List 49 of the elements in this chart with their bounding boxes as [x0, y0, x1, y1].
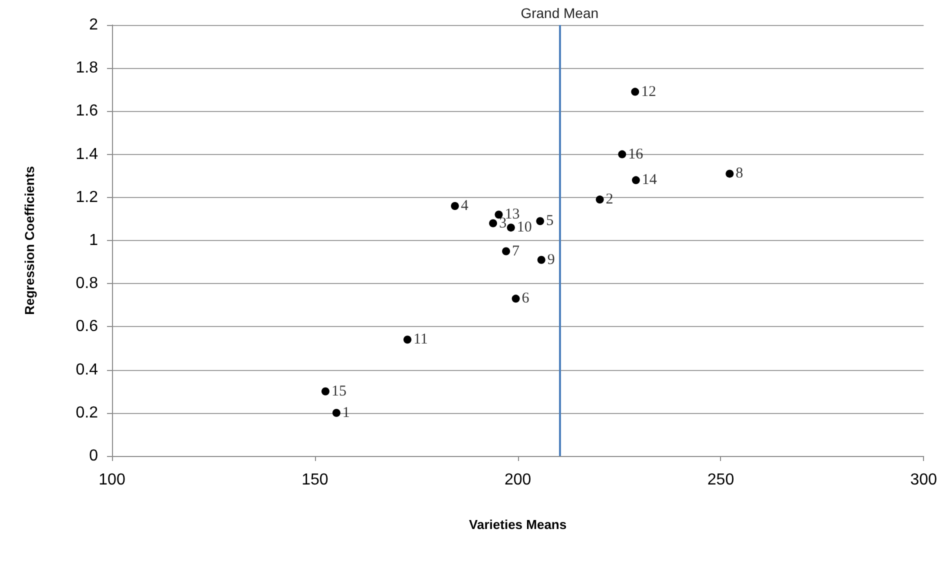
point — [536, 217, 544, 226]
point — [403, 336, 412, 344]
point — [726, 170, 734, 178]
annotation: 3 — [499, 215, 507, 232]
y-tick-label: 1.8 — [76, 60, 98, 77]
point — [537, 256, 546, 264]
point — [502, 247, 510, 256]
point — [321, 387, 330, 396]
y-tick-label: 1.2 — [76, 188, 98, 206]
annotation: 15 — [331, 383, 346, 400]
y-tick-label: 0.6 — [76, 318, 98, 336]
x-tick-label: 150 — [302, 472, 328, 488]
x-tick-label: 250 — [707, 472, 734, 488]
annotation: 2 — [606, 192, 614, 208]
x-tick-label: 200 — [504, 472, 532, 488]
point — [494, 210, 503, 219]
ref-line-label: Grand Mean — [520, 5, 599, 21]
point — [506, 224, 515, 232]
annotation: 8 — [736, 166, 744, 182]
x-tick-label: 300 — [910, 472, 938, 488]
y-tick-label: 0.2 — [76, 404, 98, 422]
annotation: 14 — [642, 172, 658, 188]
y-tick-label: 1.6 — [76, 102, 98, 120]
point — [596, 196, 604, 204]
annotation: 12 — [641, 84, 656, 100]
y-tick-label: 0 — [89, 448, 98, 464]
point — [632, 176, 640, 184]
annotation: 4 — [460, 198, 469, 214]
y-tick-label: 2 — [89, 16, 98, 34]
annotation: 16 — [628, 146, 644, 162]
annotation: 9 — [547, 252, 555, 268]
x-axis-title: Varieties Means — [469, 517, 567, 532]
annotation: 1 — [342, 404, 350, 421]
y-tick-label: 0.4 — [76, 361, 98, 378]
point — [512, 294, 520, 303]
y-tick-label: 1.4 — [76, 146, 98, 163]
annotation: 5 — [546, 213, 554, 230]
y-tick-label: 0.8 — [76, 275, 98, 292]
y-axis-title: Regression Coefficients — [22, 166, 37, 315]
point — [332, 408, 340, 417]
y-tick-label: 1 — [89, 232, 98, 249]
annotation: 6 — [522, 290, 530, 307]
point — [631, 88, 640, 96]
annotation: 7 — [512, 243, 520, 260]
point — [489, 219, 498, 228]
point — [618, 150, 626, 158]
x-tick-label: 100 — [98, 472, 126, 488]
annotation: 11 — [413, 332, 428, 348]
point — [450, 202, 459, 210]
